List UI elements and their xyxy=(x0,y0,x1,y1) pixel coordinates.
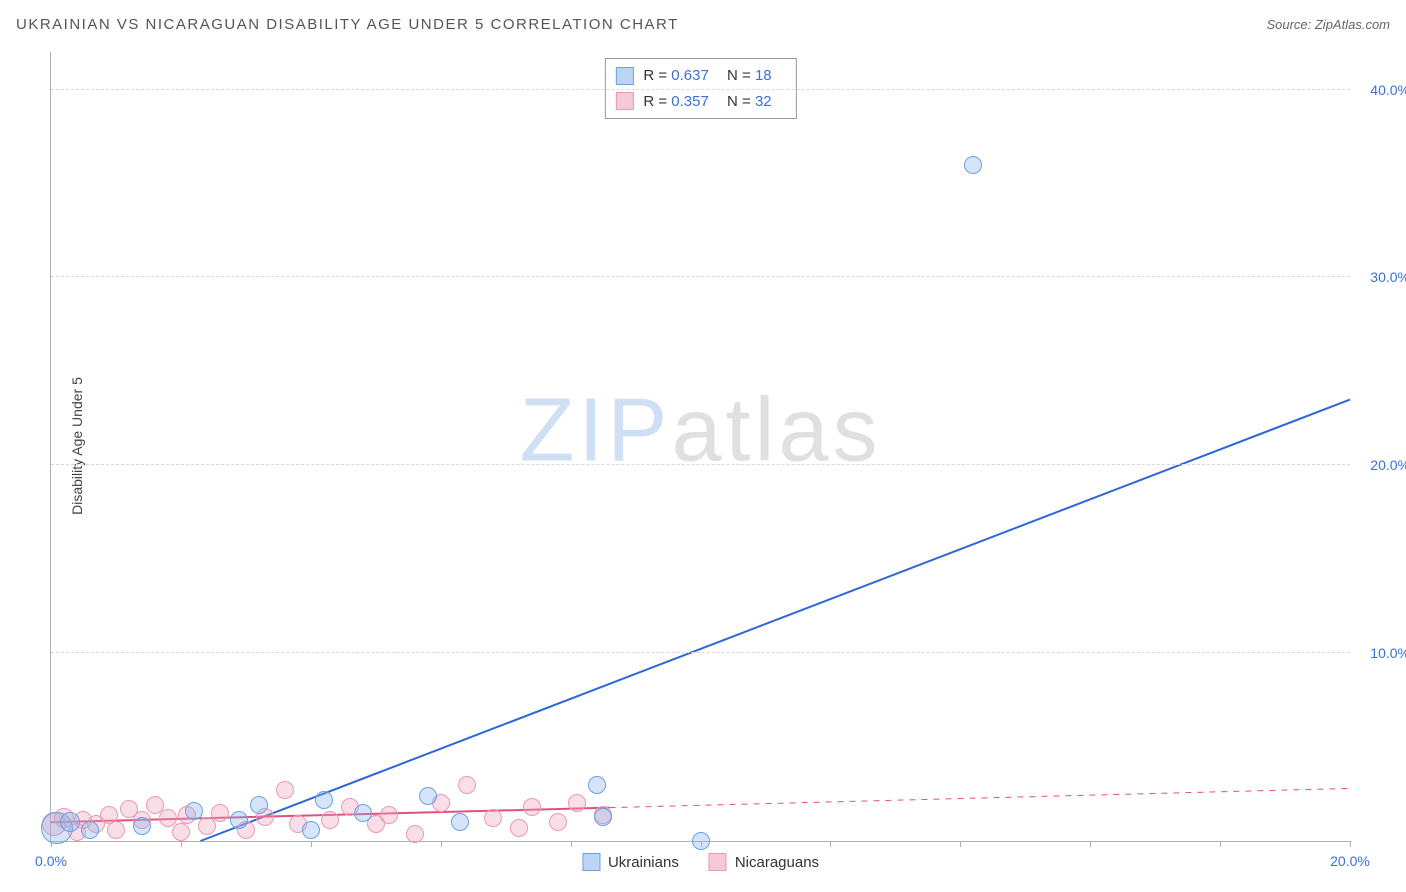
legend-label-nicaraguans: Nicaraguans xyxy=(735,854,819,871)
source-label: Source: ZipAtlas.com xyxy=(1266,17,1390,32)
data-point xyxy=(458,776,476,794)
swatch-nicaraguans xyxy=(615,92,633,110)
swatch-ukrainians xyxy=(615,67,633,85)
r-value-nicaraguans: 0.357 xyxy=(671,93,709,110)
gridline xyxy=(51,652,1350,653)
data-point xyxy=(321,811,339,829)
r-value-ukrainians: 0.637 xyxy=(671,67,709,84)
data-point xyxy=(302,821,320,839)
data-point xyxy=(594,808,612,826)
x-tick xyxy=(1220,841,1221,847)
legend-item-ukrainians: Ukrainians xyxy=(582,853,679,871)
watermark: ZIPatlas xyxy=(519,379,881,482)
data-point xyxy=(354,804,372,822)
x-tick-label: 0.0% xyxy=(35,853,67,869)
data-point xyxy=(588,776,606,794)
x-tick xyxy=(1350,841,1351,847)
r-label: R = xyxy=(643,67,667,84)
swatch-nicaraguans xyxy=(709,853,727,871)
data-point xyxy=(60,812,80,832)
data-point xyxy=(692,832,710,850)
data-point xyxy=(406,825,424,843)
data-point xyxy=(107,821,125,839)
data-point xyxy=(484,809,502,827)
x-tick xyxy=(1090,841,1091,847)
plot-area: ZIPatlas R = 0.637 N = 18 R = 0.357 N = … xyxy=(50,52,1350,842)
data-point xyxy=(230,811,248,829)
gridline xyxy=(51,89,1350,90)
y-tick-label: 40.0% xyxy=(1360,82,1406,98)
legend-label-ukrainians: Ukrainians xyxy=(608,854,679,871)
data-point xyxy=(172,823,190,841)
stats-legend-row-nicaraguans: R = 0.357 N = 32 xyxy=(615,89,785,115)
x-tick xyxy=(181,841,182,847)
n-label: N = xyxy=(727,67,751,84)
swatch-ukrainians xyxy=(582,853,600,871)
x-tick xyxy=(441,841,442,847)
data-point xyxy=(315,791,333,809)
data-point xyxy=(81,821,99,839)
data-point xyxy=(276,781,294,799)
chart-title: UKRAINIAN VS NICARAGUAN DISABILITY AGE U… xyxy=(16,16,679,33)
x-tick xyxy=(571,841,572,847)
x-tick xyxy=(830,841,831,847)
x-tick xyxy=(960,841,961,847)
data-point xyxy=(451,813,469,831)
y-tick-label: 10.0% xyxy=(1360,645,1406,661)
n-value-nicaraguans: 32 xyxy=(755,93,772,110)
series-legend: Ukrainians Nicaraguans xyxy=(582,853,819,871)
data-point xyxy=(549,813,567,831)
x-tick-label: 20.0% xyxy=(1330,853,1370,869)
data-point xyxy=(964,156,982,174)
legend-item-nicaraguans: Nicaraguans xyxy=(709,853,819,871)
gridline xyxy=(51,276,1350,277)
y-tick-label: 30.0% xyxy=(1360,269,1406,285)
n-value-ukrainians: 18 xyxy=(755,67,772,84)
data-point xyxy=(185,802,203,820)
x-tick xyxy=(311,841,312,847)
data-point xyxy=(510,819,528,837)
y-tick-label: 20.0% xyxy=(1360,457,1406,473)
r-label: R = xyxy=(643,93,667,110)
data-point xyxy=(568,794,586,812)
data-point xyxy=(380,806,398,824)
data-point xyxy=(419,787,437,805)
gridline xyxy=(51,464,1350,465)
data-point xyxy=(523,798,541,816)
data-point xyxy=(211,804,229,822)
stats-legend-row-ukrainians: R = 0.637 N = 18 xyxy=(615,63,785,89)
n-label: N = xyxy=(727,93,751,110)
data-point xyxy=(250,796,268,814)
data-point xyxy=(133,817,151,835)
